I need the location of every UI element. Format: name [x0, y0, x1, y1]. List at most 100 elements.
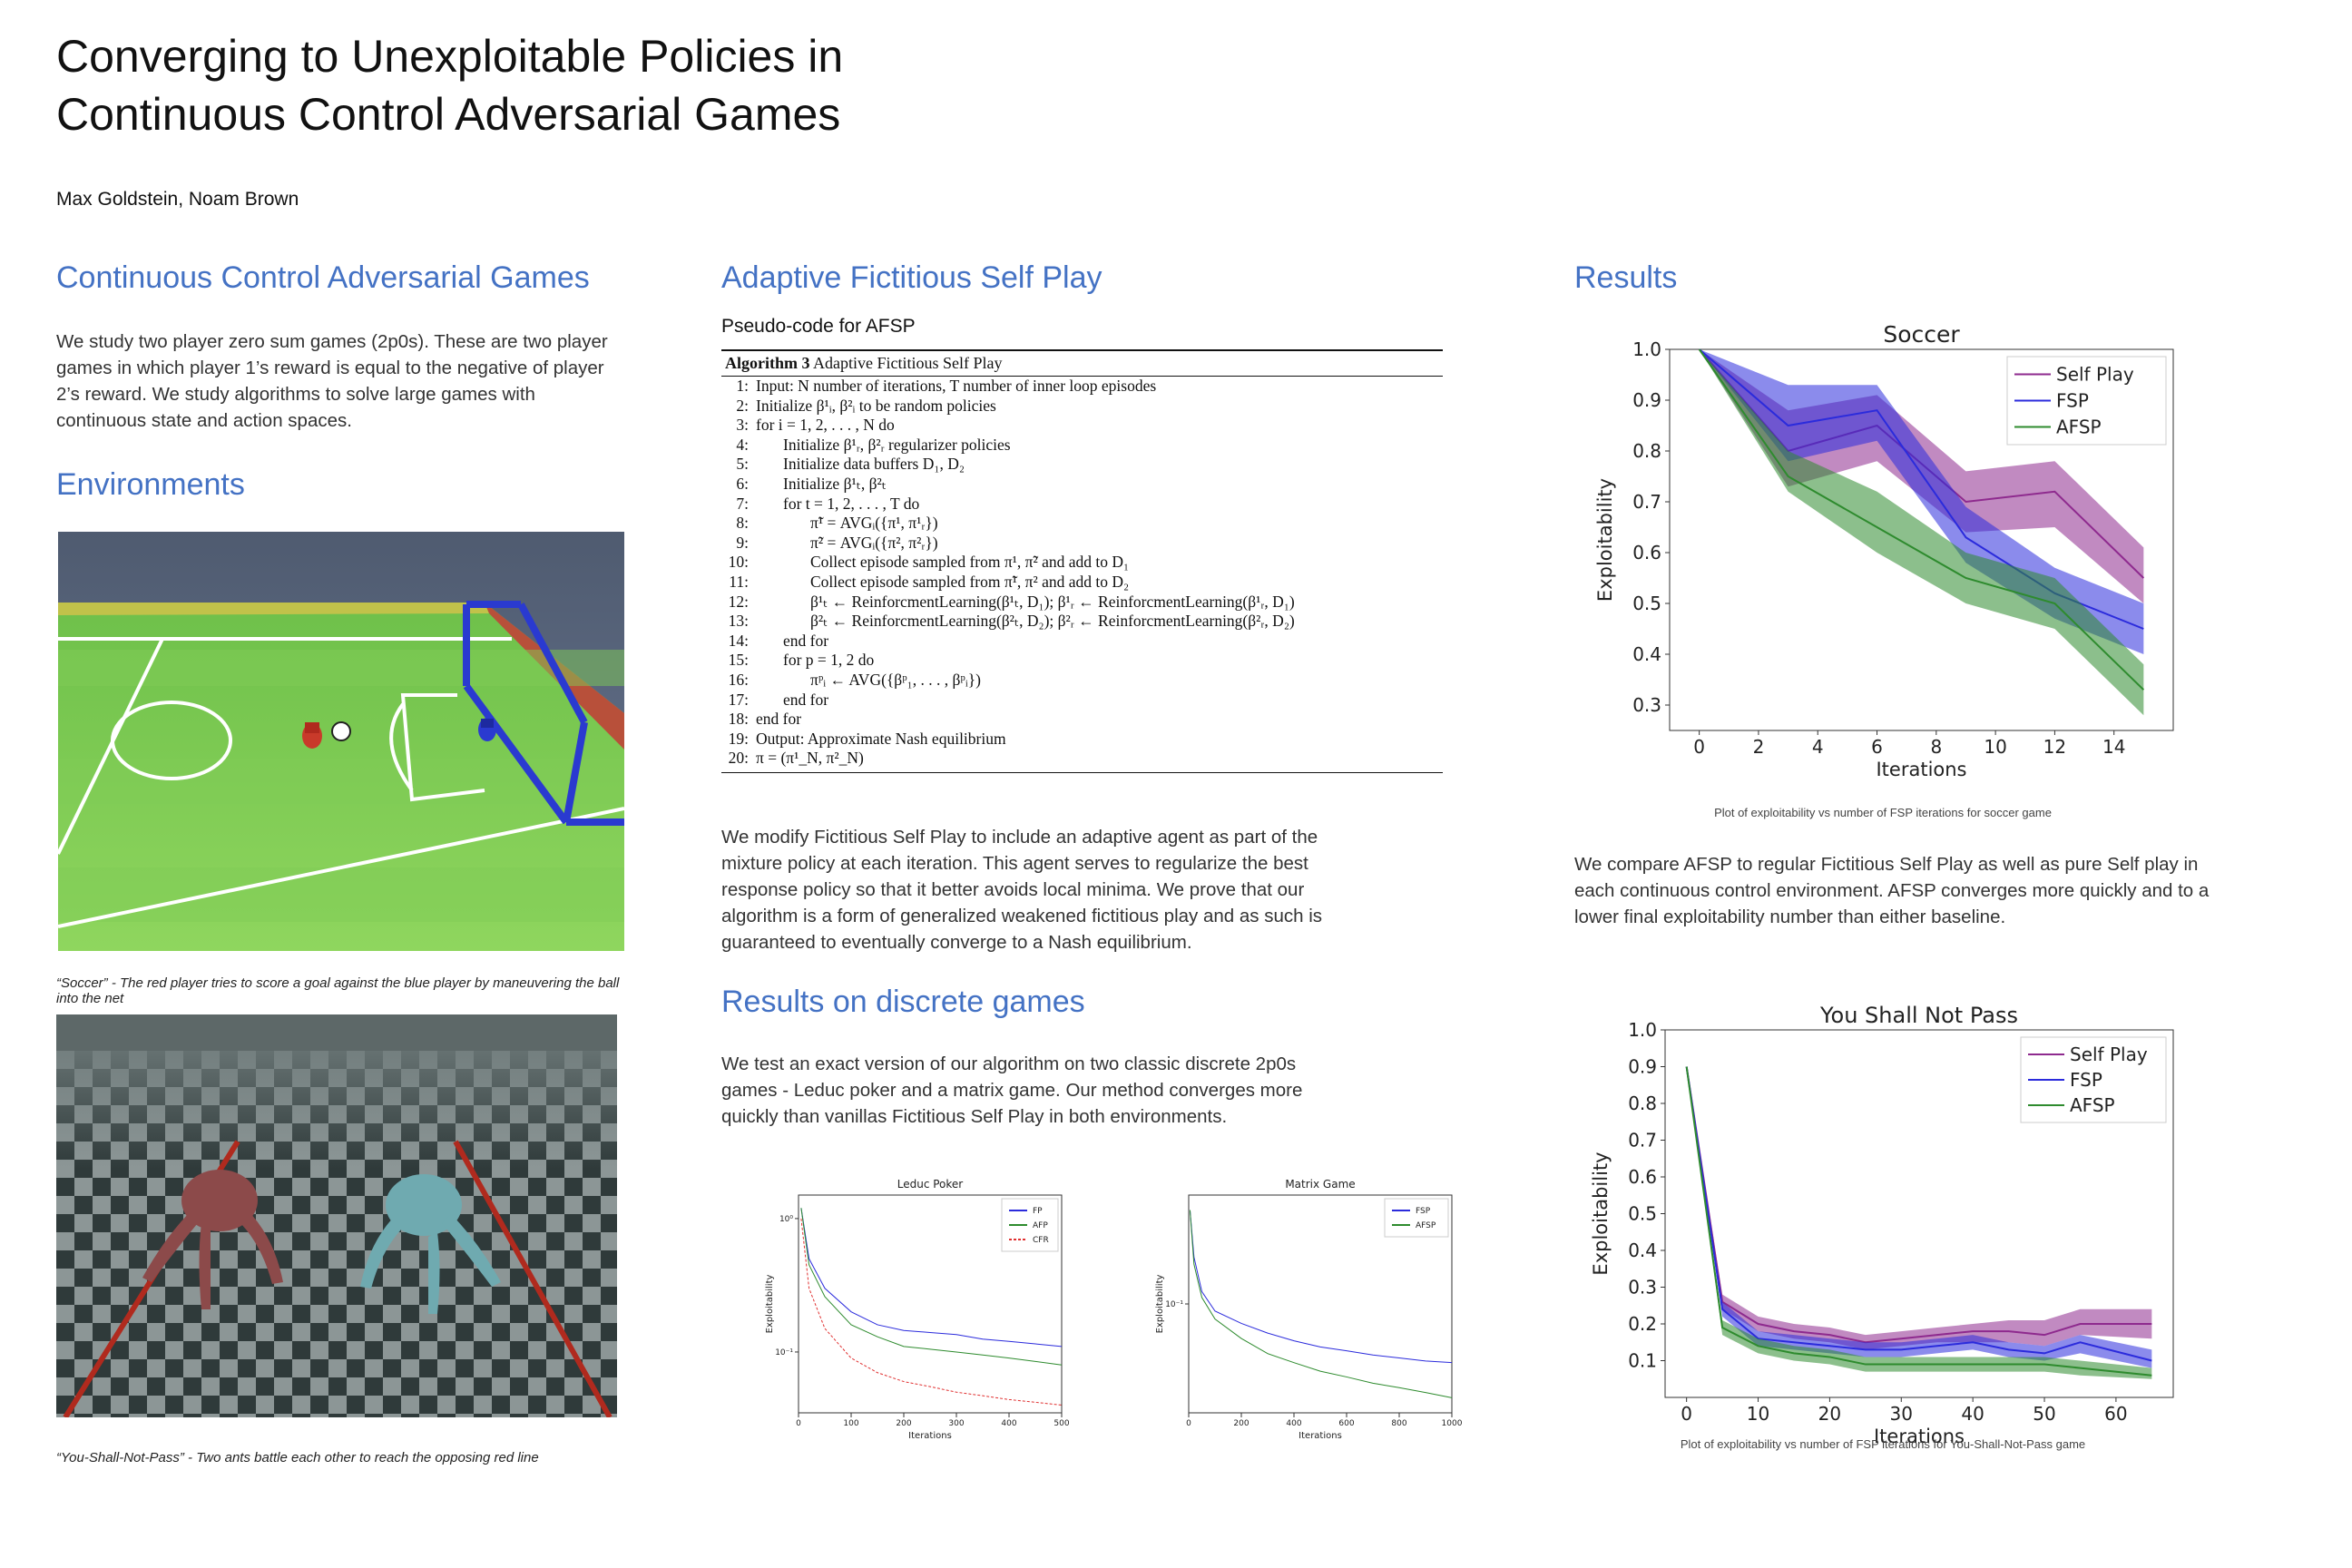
algorithm-line: 15: for p = 1, 2 do: [721, 651, 1443, 671]
x-tick-label: 20: [1818, 1403, 1841, 1425]
y-axis-label: Exploitability: [1594, 478, 1616, 602]
line-number: 18:: [728, 710, 749, 729]
line-number: 16:: [728, 670, 749, 689]
ysnp-caption: “You-Shall-Not-Pass” - Two ants battle e…: [56, 1450, 539, 1465]
algorithm-bottom-rule: [721, 771, 1443, 773]
line-number: 6:: [736, 474, 749, 493]
x-tick-label: 800: [1391, 1419, 1406, 1428]
y-tick-label: 0.8: [1632, 440, 1661, 462]
x-tick-label: 10: [1747, 1403, 1769, 1425]
algorithm-line: 10: Collect episode sampled from π¹, π̃² …: [721, 553, 1443, 573]
x-tick-label: 12: [2043, 736, 2066, 758]
line-number: 4:: [736, 435, 749, 454]
line-text: π̃² = AVGᵢ({π², π²ᵣ}): [810, 533, 938, 552]
y-tick-label: 0.7: [1632, 491, 1661, 513]
series-line-afsp: [1685, 1066, 2152, 1377]
x-tick-label: 0: [1693, 736, 1705, 758]
algorithm-line: 7: for t = 1, 2, . . . , T do: [721, 495, 1443, 514]
legend-label: AFSP: [2056, 416, 2102, 438]
heading-environments: Environments: [56, 467, 245, 502]
pseudo-code-label: Pseudo-code for AFSP: [721, 316, 916, 337]
line-text: β¹ₜ ← ReinforcmentLearning(β¹ₜ, D₁); β¹ᵣ…: [810, 592, 1295, 611]
x-tick-label: 0: [1186, 1419, 1191, 1428]
line-number: 10:: [728, 553, 749, 572]
algorithm-line: 18: end for: [721, 710, 1443, 730]
algorithm-line: 3: for i = 1, 2, . . . , N do: [721, 416, 1443, 436]
algorithm-title: Algorithm 3 Adaptive Fictitious Self Pla…: [721, 349, 1443, 377]
ysnp-results-chart: You Shall Not Pass 0 10 20 30 40 50 60 0.1 0.2 0.3…: [1590, 1003, 2174, 1443]
y-tick-label: 0.9: [1628, 1056, 1657, 1078]
line-text: Output: Approximate Nash equilibrium: [756, 729, 1006, 748]
x-tick-label: 10: [1984, 736, 2006, 758]
line-text: end for: [756, 710, 802, 729]
y-tick-label: 0.1: [1628, 1350, 1657, 1372]
legend-label: FP: [1033, 1207, 1043, 1216]
line-number: 12:: [728, 592, 749, 611]
algorithm-number: Algorithm 3: [725, 354, 810, 372]
y-tick-label: 0.3: [1628, 1277, 1657, 1298]
line-number: 17:: [728, 690, 749, 709]
x-tick-label: 40: [1961, 1403, 1984, 1425]
you-shall-not-pass-image: [56, 1014, 617, 1417]
y-tick-label: 1.0: [1628, 1019, 1657, 1041]
legend-box: [2006, 356, 2167, 446]
heading-discrete-results: Results on discrete games: [721, 985, 1085, 1019]
y-tick-label: 0.6: [1632, 542, 1661, 564]
y-tick-label: 10⁰: [779, 1215, 793, 1224]
x-axis-label: Iterations: [1298, 1431, 1342, 1441]
legend-label: FSP: [1416, 1207, 1431, 1216]
line-number: 14:: [728, 631, 749, 650]
y-tick-label: 0.7: [1628, 1130, 1657, 1152]
series-line-afsp: [1189, 1210, 1453, 1398]
chart-title: Leduc Poker: [897, 1178, 964, 1191]
line-text: β²ₜ ← ReinforcmentLearning(β²ₜ, D₂); β²ᵣ…: [810, 612, 1295, 631]
heading-ccag: Continuous Control Adversarial Games: [56, 260, 590, 295]
algorithm-name: Adaptive Fictitious Self Play: [809, 354, 1003, 372]
x-tick-label: 500: [1054, 1419, 1069, 1428]
chart-title: Matrix Game: [1285, 1178, 1355, 1191]
line-number: 20:: [728, 749, 749, 768]
x-tick-label: 200: [1233, 1419, 1249, 1428]
algorithm-line: 6: Initialize β¹ₜ, β²ₜ: [721, 475, 1443, 495]
line-text: for p = 1, 2 do: [783, 651, 875, 670]
algorithm-line: 13: β²ₜ ← ReinforcmentLearning(β²ₜ, D₂); …: [721, 612, 1443, 632]
x-tick-label: 100: [843, 1419, 858, 1428]
algorithm-line: 5: Initialize data buffers D₁, D₂: [721, 455, 1443, 475]
x-axis-label: Iterations: [1874, 1426, 1965, 1443]
line-text: for t = 1, 2, . . . , T do: [783, 494, 920, 513]
algorithm-line: 8: π̃¹ = AVGᵢ({π¹, π¹ᵣ}): [721, 514, 1443, 534]
algorithm-line: 9: π̃² = AVGᵢ({π², π²ᵣ}): [721, 534, 1443, 554]
series-line-cfr: [800, 1218, 1063, 1406]
y-tick-label: 10⁻¹: [1165, 1300, 1183, 1309]
confidence-band-afsp: [1699, 349, 2144, 716]
algorithm-line: 14: end for: [721, 632, 1443, 652]
x-tick-label: 8: [1930, 736, 1942, 758]
algorithm-lines: 1: Input: N number of iterations, T numbe…: [721, 377, 1443, 769]
discrete-paragraph: We test an exact version of our algorith…: [721, 1054, 1303, 1127]
intro-paragraph: We study two player zero sum games (2p0s…: [56, 331, 608, 431]
legend-label: AFP: [1033, 1221, 1048, 1230]
line-number: 5:: [736, 455, 749, 474]
chart-title: You Shall Not Pass: [1819, 1003, 2018, 1028]
line-number: 8:: [736, 514, 749, 533]
algorithm-line: 1: Input: N number of iterations, T numbe…: [721, 377, 1443, 397]
y-tick-label: 0.4: [1628, 1240, 1657, 1261]
y-tick-label: 0.3: [1632, 694, 1661, 716]
series-line-fsp: [1189, 1210, 1453, 1364]
y-tick-label: 0.4: [1632, 643, 1661, 665]
x-tick-label: 60: [2104, 1403, 2127, 1425]
line-text: Input: N number of iterations, T number …: [756, 377, 1157, 395]
y-tick-label: 0.5: [1632, 593, 1661, 614]
line-number: 1:: [736, 377, 749, 395]
results-paragraph: We compare AFSP to regular Fictitious Se…: [1574, 854, 2210, 927]
title-line-1: Converging to Unexploitable Policies in: [56, 31, 844, 82]
algorithm-line: 16: πᵖᵢ ← AVG({βᵖ₁, . . . , βᵖᵢ}): [721, 671, 1443, 691]
line-text: for i = 1, 2, . . . , N do: [756, 416, 895, 435]
x-tick-label: 200: [896, 1419, 911, 1428]
legend-label: CFR: [1033, 1236, 1049, 1245]
x-tick-label: 6: [1871, 736, 1883, 758]
algorithm-box: Algorithm 3 Adaptive Fictitious Self Pla…: [721, 349, 1443, 773]
soccer-caption: “Soccer” - The red player tries to score…: [56, 975, 620, 1006]
line-text: Initialize data buffers D₁, D₂: [783, 455, 965, 474]
algorithm-line: 20: π = (π¹_N, π²_N): [721, 749, 1443, 769]
